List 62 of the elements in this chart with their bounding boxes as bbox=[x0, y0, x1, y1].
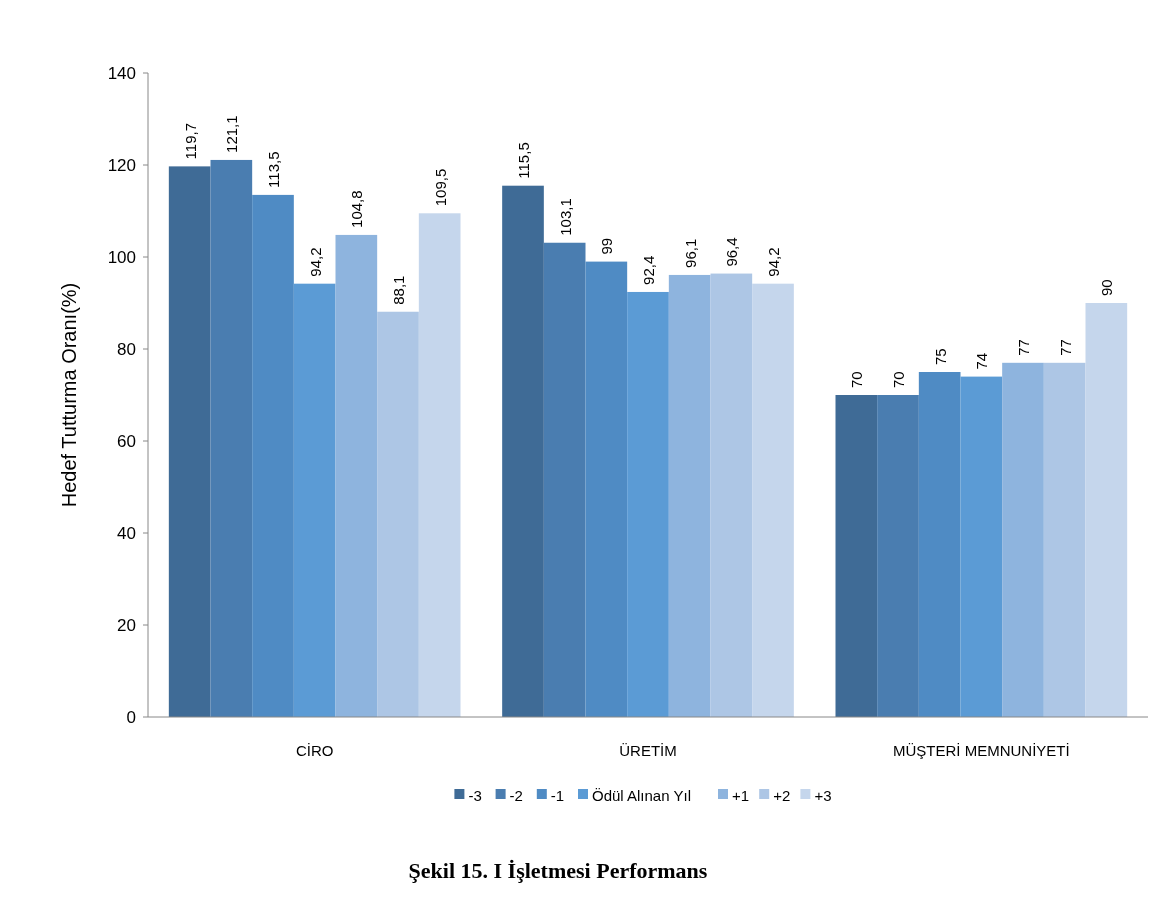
bar bbox=[710, 273, 753, 717]
bar bbox=[960, 376, 1003, 717]
data-label: 96,1 bbox=[681, 238, 699, 268]
bar bbox=[627, 291, 669, 717]
bar bbox=[418, 213, 461, 717]
y-tick-label: 60 bbox=[117, 431, 136, 451]
x-tick-label: CİRO bbox=[295, 742, 334, 759]
y-tick-label: 140 bbox=[107, 63, 136, 83]
x-tick-label: MÜŞTERİ MEMNUNİYETİ bbox=[893, 742, 1070, 759]
data-label: 121,1 bbox=[223, 115, 241, 153]
y-tick-label: 40 bbox=[117, 523, 136, 543]
data-label: 119,7 bbox=[181, 122, 199, 160]
y-axis-title: Hedef Tutturma Oranı(%) bbox=[58, 282, 80, 508]
data-label: 103,1 bbox=[556, 198, 574, 236]
data-label: 75 bbox=[931, 348, 949, 365]
bar bbox=[377, 311, 419, 717]
y-tick-label: 100 bbox=[107, 247, 136, 267]
data-label: 77 bbox=[1056, 339, 1074, 356]
y-tick-label: 0 bbox=[126, 707, 136, 727]
bar bbox=[543, 242, 586, 717]
data-label: 70 bbox=[848, 371, 866, 388]
data-label: 77 bbox=[1015, 339, 1032, 356]
data-label: 74 bbox=[973, 352, 991, 370]
bar bbox=[1043, 362, 1086, 717]
bar bbox=[877, 395, 919, 717]
legend-label: Ödül Alınan Yıl bbox=[592, 786, 691, 804]
bar bbox=[835, 395, 878, 717]
bar bbox=[168, 166, 211, 717]
y-tick-label: 80 bbox=[117, 339, 136, 359]
data-label: 94,2 bbox=[765, 247, 782, 277]
bar bbox=[502, 185, 544, 717]
data-label: 113,5 bbox=[265, 151, 282, 188]
y-tick-label: 20 bbox=[117, 615, 136, 635]
legend-label: -1 bbox=[550, 786, 565, 804]
legend-label: +1 bbox=[732, 786, 750, 804]
bar bbox=[210, 159, 253, 717]
bar bbox=[1002, 362, 1044, 717]
data-label: 70 bbox=[890, 371, 907, 388]
data-label: 104,8 bbox=[348, 190, 366, 228]
data-label: 90 bbox=[1098, 279, 1116, 296]
data-label: 115,5 bbox=[515, 142, 532, 179]
x-tick-label: ÜRETİM bbox=[619, 742, 677, 759]
bar bbox=[252, 194, 294, 717]
data-label: 94,2 bbox=[306, 247, 324, 277]
bar bbox=[335, 234, 378, 717]
text: Şekil 15. I İşletmesi Performans bbox=[408, 858, 708, 883]
data-label: 88,1 bbox=[390, 275, 407, 305]
bar bbox=[293, 283, 336, 717]
bar bbox=[918, 372, 961, 717]
data-label: 109,5 bbox=[431, 168, 449, 207]
bar bbox=[585, 261, 628, 717]
bar bbox=[668, 274, 711, 717]
legend-label: -3 bbox=[468, 786, 482, 804]
bar bbox=[1085, 303, 1128, 717]
bar bbox=[752, 283, 794, 717]
data-label: 92,4 bbox=[640, 255, 657, 285]
data-label: 96,4 bbox=[723, 237, 741, 267]
legend-label: -2 bbox=[509, 786, 523, 804]
legend-label: +3 bbox=[814, 786, 832, 804]
data-label: 99 bbox=[598, 237, 616, 255]
y-tick-label: 120 bbox=[107, 155, 136, 175]
legend-label: +2 bbox=[773, 786, 791, 804]
